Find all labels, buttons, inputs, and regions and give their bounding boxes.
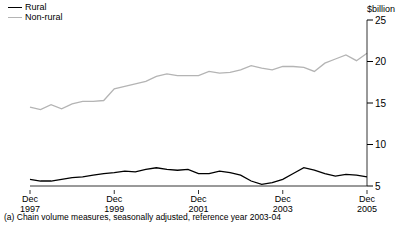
html-text:Non-rural: Non-rural bbox=[25, 12, 63, 22]
svg-text:Dec1997: Dec1997 bbox=[20, 194, 40, 212]
html-text:Rural: Rural bbox=[25, 2, 47, 12]
svg-text:20: 20 bbox=[375, 56, 387, 67]
svg-text:Dec1999: Dec1999 bbox=[104, 194, 124, 212]
svg-text:Dec2005: Dec2005 bbox=[357, 194, 377, 212]
html-text:(a) Chain volume measures, sea: (a) Chain volume measures, seasonally ad… bbox=[4, 212, 281, 222]
svg-text:15: 15 bbox=[375, 98, 387, 109]
svg-text:5: 5 bbox=[375, 181, 381, 192]
svg-text:Dec2003: Dec2003 bbox=[273, 194, 293, 212]
html-text:$billion: $billion bbox=[367, 4, 395, 14]
svg-text:10: 10 bbox=[375, 139, 387, 150]
svg-text:25: 25 bbox=[375, 15, 387, 26]
svg-text:Dec2001: Dec2001 bbox=[188, 194, 208, 212]
